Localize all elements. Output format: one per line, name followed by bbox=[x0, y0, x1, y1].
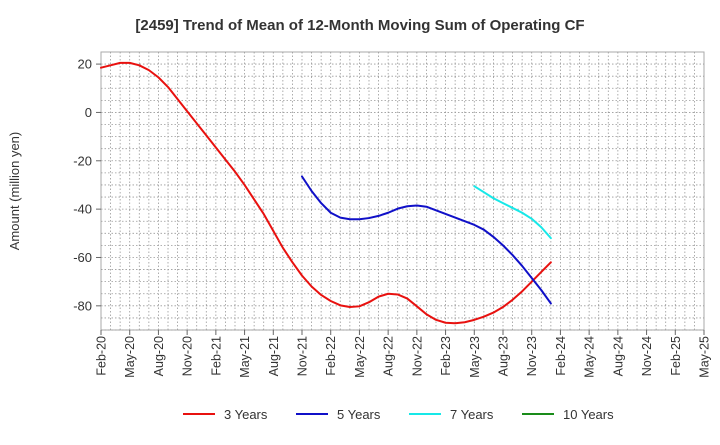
x-tick-label: Aug-20 bbox=[152, 336, 166, 376]
y-axis-label: Amount (million yen) bbox=[7, 132, 22, 251]
x-tick-label: May-24 bbox=[583, 336, 597, 378]
x-tick-label: Feb-20 bbox=[95, 336, 109, 376]
x-tick-label: Aug-21 bbox=[267, 336, 281, 376]
y-tick-label: -40 bbox=[73, 202, 92, 217]
legend-label: 10 Years bbox=[563, 407, 614, 422]
x-tick-label: Nov-23 bbox=[525, 336, 539, 376]
x-tick-label: Feb-24 bbox=[554, 336, 568, 376]
x-tick-label: Aug-24 bbox=[611, 336, 625, 376]
y-tick-label: 20 bbox=[78, 57, 92, 72]
x-tick-label: May-22 bbox=[353, 336, 367, 378]
y-tick-label: -60 bbox=[73, 250, 92, 265]
x-tick-label: Feb-21 bbox=[209, 336, 223, 376]
series-line-7-years bbox=[473, 185, 552, 240]
x-tick-label: Nov-21 bbox=[296, 336, 310, 376]
y-axis: 20 0 -20 -40 -60 -80 bbox=[73, 57, 101, 313]
x-tick-label: May-25 bbox=[698, 336, 712, 378]
series-lines bbox=[100, 61, 552, 325]
x-tick-label: May-23 bbox=[468, 336, 482, 378]
x-tick-label: Aug-23 bbox=[497, 336, 511, 376]
x-tick-label: Nov-22 bbox=[410, 336, 424, 376]
y-tick-label: 0 bbox=[85, 105, 92, 120]
x-tick-label: Nov-24 bbox=[640, 336, 654, 376]
grid bbox=[101, 52, 704, 331]
series-line-3-years bbox=[100, 61, 552, 325]
series-line-5-years bbox=[301, 175, 552, 305]
legend: 3 Years 5 Years 7 Years 10 Years bbox=[183, 407, 614, 422]
x-tick-label: Feb-23 bbox=[439, 336, 453, 376]
legend-label: 5 Years bbox=[337, 407, 381, 422]
plot-area bbox=[100, 51, 705, 331]
legend-label: 3 Years bbox=[224, 407, 268, 422]
y-tick-label: -80 bbox=[73, 298, 92, 313]
x-tick-label: Aug-22 bbox=[382, 336, 396, 376]
chart-title: [2459] Trend of Mean of 12-Month Moving … bbox=[135, 17, 584, 34]
x-axis: Feb-20 May-20 Aug-20 Nov-20 Feb-21 May-21 Aug-… bbox=[95, 330, 712, 378]
x-tick-label: May-21 bbox=[238, 336, 252, 378]
x-tick-label: Nov-20 bbox=[181, 336, 195, 376]
y-tick-label: -20 bbox=[73, 153, 92, 168]
x-tick-label: Feb-22 bbox=[324, 336, 338, 376]
x-tick-label: Feb-25 bbox=[669, 336, 683, 376]
legend-label: 7 Years bbox=[450, 407, 494, 422]
x-tick-label: May-20 bbox=[123, 336, 137, 378]
